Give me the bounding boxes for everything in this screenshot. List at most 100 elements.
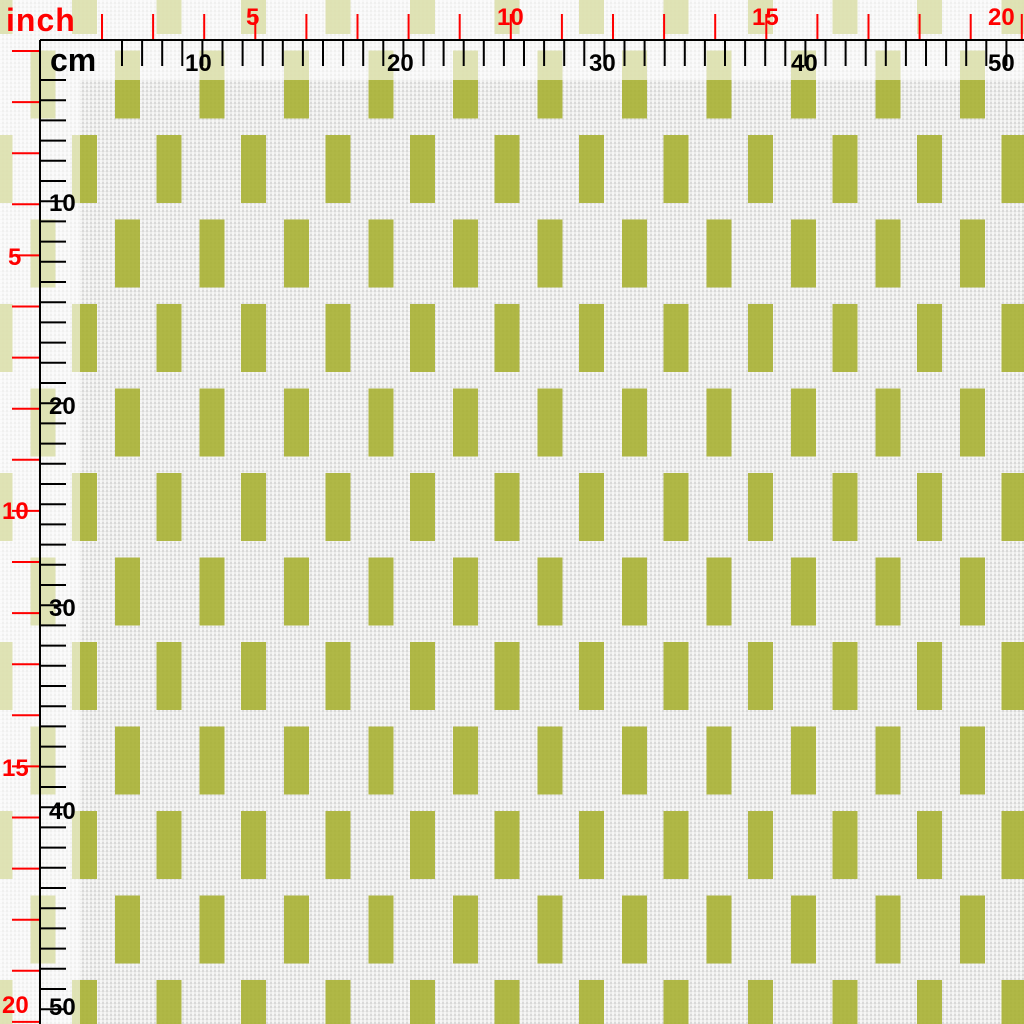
pattern-rectangle [199, 388, 225, 457]
pattern-rectangle [875, 895, 901, 964]
pattern-rectangle [917, 980, 942, 1024]
pattern-rectangle [960, 388, 985, 457]
pattern-rectangle [706, 557, 732, 626]
pattern-rectangle [284, 895, 309, 964]
cm-left-label: 30 [49, 595, 76, 622]
pattern-rectangle [1001, 473, 1024, 541]
pattern-rectangle [748, 642, 773, 710]
pattern-rectangle [325, 980, 351, 1024]
inch-left-label: 15 [2, 755, 29, 782]
pattern-rectangle [832, 304, 858, 372]
pattern-rectangle [832, 473, 858, 541]
pattern-rectangle [156, 980, 182, 1024]
pattern-rectangle [537, 219, 563, 288]
pattern-rectangle [325, 642, 351, 710]
cm-top-label: 50 [988, 50, 1015, 77]
pattern-rectangle [791, 557, 816, 626]
pattern-rectangle [241, 980, 266, 1024]
pattern-rectangle [453, 557, 478, 626]
pattern-rectangle [579, 980, 604, 1024]
pattern-rectangle [1001, 304, 1024, 372]
pattern-rectangle [791, 895, 816, 964]
pattern-rectangle [453, 726, 478, 795]
pattern-rectangle [156, 473, 182, 541]
pattern-rectangle [115, 388, 140, 457]
pattern-rectangle [832, 135, 858, 203]
pattern-rectangle [706, 726, 732, 795]
pattern-rectangle [1001, 642, 1024, 710]
pattern-rectangle [748, 980, 773, 1024]
pattern-rectangle [917, 811, 942, 879]
pattern-rectangle [663, 811, 689, 879]
pattern-rectangle [284, 557, 309, 626]
pattern-rectangle [875, 219, 901, 288]
cm-unit-label: cm [50, 42, 97, 78]
inch-left-label: 10 [2, 498, 29, 525]
pattern-rectangle [368, 895, 394, 964]
inch-top-label: 5 [246, 4, 260, 31]
pattern-rectangle [410, 980, 435, 1024]
pattern-rectangle [917, 135, 942, 203]
pattern-rectangle [410, 304, 435, 372]
pattern-rectangle [579, 135, 604, 203]
pattern-rectangle [663, 473, 689, 541]
cm-left-label: 20 [49, 393, 76, 420]
pattern-rectangle [579, 473, 604, 541]
cm-top-label: 30 [589, 50, 616, 77]
pattern-rectangle [284, 726, 309, 795]
pattern-rectangle [453, 219, 478, 288]
pattern-rectangle [368, 219, 394, 288]
pattern-rectangle [199, 895, 225, 964]
pattern-rectangle [875, 388, 901, 457]
inch-left-label: 5 [8, 244, 22, 271]
pattern-rectangle [706, 895, 732, 964]
cm-left-label: 10 [49, 190, 76, 217]
pattern-rectangle [960, 726, 985, 795]
pattern-rectangle [960, 219, 985, 288]
pattern-rectangle [748, 473, 773, 541]
pattern-rectangle [241, 304, 266, 372]
pattern-rectangle [199, 557, 225, 626]
pattern-rectangle [325, 304, 351, 372]
pattern-rectangle [494, 473, 520, 541]
pattern-rectangle [537, 726, 563, 795]
pattern-rectangle [622, 219, 647, 288]
pattern-rectangle [917, 304, 942, 372]
pattern-rectangle [622, 557, 647, 626]
inch-top-label: 20 [988, 4, 1015, 31]
pattern-rectangle [663, 135, 689, 203]
pattern-rectangle [410, 135, 435, 203]
pattern-rectangle [748, 304, 773, 372]
pattern-rectangle [115, 557, 140, 626]
pattern-rectangle [748, 811, 773, 879]
pattern-rectangle [199, 726, 225, 795]
pattern-rectangle [832, 980, 858, 1024]
pattern-rectangle [156, 642, 182, 710]
pattern-rectangle [791, 388, 816, 457]
pattern-rectangle [410, 473, 435, 541]
pattern-rectangle [325, 135, 351, 203]
inch-top-label: 15 [752, 4, 779, 31]
pattern-rectangle [115, 726, 140, 795]
pattern-rectangle [284, 388, 309, 457]
pattern-rectangle [1001, 811, 1024, 879]
pattern-rectangle [706, 388, 732, 457]
pattern-rectangle [663, 304, 689, 372]
inch-top-label: 10 [497, 4, 524, 31]
pattern-rectangle [875, 726, 901, 795]
pattern-rectangle [241, 135, 266, 203]
pattern-rectangle [156, 304, 182, 372]
pattern-rectangle [622, 388, 647, 457]
pattern-rectangle [960, 895, 985, 964]
cm-left-label: 50 [49, 994, 76, 1021]
pattern-rectangle [368, 726, 394, 795]
pattern-rectangle [156, 811, 182, 879]
pattern-rectangle [494, 811, 520, 879]
cm-left-label: 40 [49, 798, 76, 825]
pattern-rectangle [791, 219, 816, 288]
pattern-rectangle [832, 811, 858, 879]
pattern-rectangle [791, 726, 816, 795]
pattern-rectangle [622, 726, 647, 795]
ruler-ticks [12, 14, 1023, 1023]
pattern-rectangle [410, 642, 435, 710]
